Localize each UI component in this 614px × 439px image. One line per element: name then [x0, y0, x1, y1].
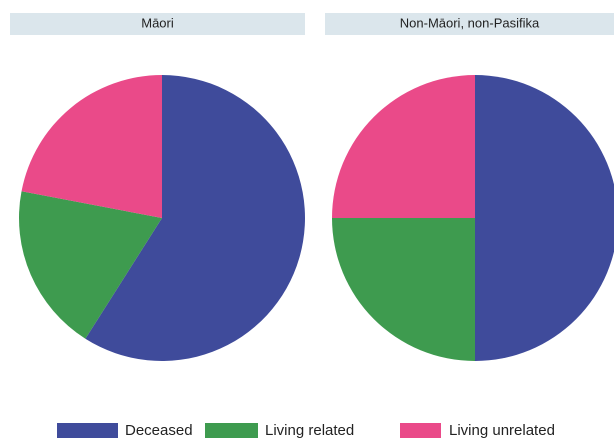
- pie-slice: [475, 75, 614, 361]
- panel-header: [325, 13, 614, 35]
- legend-swatch: [205, 423, 258, 438]
- legend-swatch: [57, 423, 118, 438]
- legend-swatch: [400, 423, 441, 438]
- legend-label: Living related: [265, 422, 354, 439]
- pie-slice: [85, 75, 305, 362]
- legend: Deceased Living related Living unrelated: [57, 422, 555, 439]
- pie-slice: [332, 75, 475, 218]
- panel-header: [10, 13, 305, 35]
- pie-slice: [332, 218, 475, 361]
- legend-label: Deceased: [125, 422, 193, 439]
- panel-title: Māori: [141, 15, 174, 30]
- legend-label: Living unrelated: [449, 422, 555, 439]
- panel-title: Non-Māori, non-Pasifika: [400, 15, 540, 30]
- pie-slice: [21, 74, 162, 218]
- pie-slice: [19, 191, 162, 339]
